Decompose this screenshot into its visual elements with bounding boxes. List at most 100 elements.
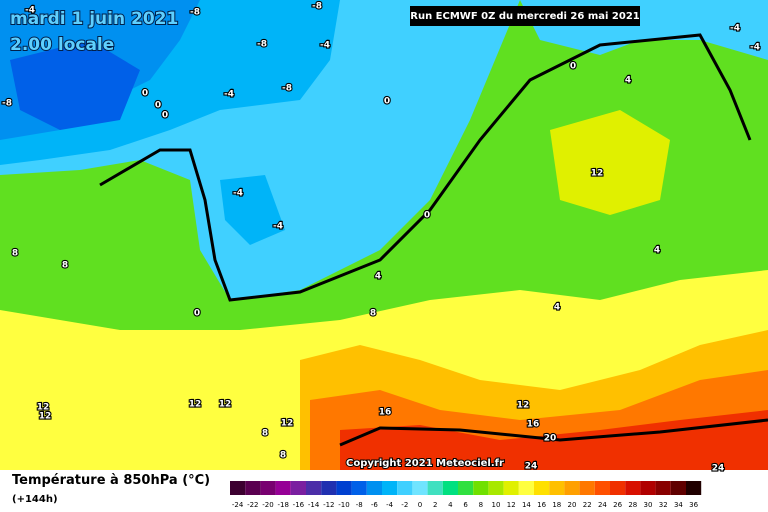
contour-label: 8 [12, 249, 18, 259]
contour-label: -8 [2, 99, 12, 109]
cold-area [220, 175, 285, 245]
legend-tick-label: -22 [247, 501, 258, 509]
legend-swatch [306, 481, 322, 495]
contour-label: 0 [142, 89, 148, 99]
contour-label: -8 [282, 84, 292, 94]
contour-label: 4 [625, 76, 631, 86]
legend-tick-label: 12 [507, 501, 516, 509]
legend-swatch [610, 481, 626, 495]
legend-swatch [473, 481, 489, 495]
run-info-box [410, 6, 640, 26]
contour-label: 12 [517, 401, 530, 411]
legend-tick-label: 22 [583, 501, 592, 509]
legend-swatch [686, 481, 702, 495]
contour-label: 8 [262, 429, 268, 439]
contour-label: 12 [39, 412, 52, 422]
contour-label: 0 [424, 211, 430, 221]
contour-label: 12 [37, 403, 50, 413]
legend-swatch [412, 481, 428, 495]
legend-tick-label: 18 [552, 501, 561, 509]
legend-swatch [321, 481, 337, 495]
contour-label: 4 [554, 303, 560, 313]
legend-tick-label: 20 [568, 501, 577, 509]
legend-swatch [488, 481, 504, 495]
legend-tick-label: 10 [492, 501, 501, 509]
legend-swatch [655, 481, 671, 495]
contour-label: 0 [162, 111, 168, 121]
legend-tick-label: 26 [613, 501, 622, 509]
isotherm [339, 418, 768, 447]
legend-swatch [670, 481, 686, 495]
legend-title: Température à 850hPa (°C) [12, 473, 210, 488]
contour-label: 12 [281, 419, 294, 429]
contour-label: 4 [654, 246, 660, 256]
isotherm [99, 33, 752, 302]
run-info: Run ECMWF 0Z du mercredi 26 mai 2021 [410, 11, 640, 22]
subtitle: 2.00 locale [10, 35, 114, 55]
legend-tick-label: 24 [598, 501, 607, 509]
contour-label: -8 [257, 40, 267, 50]
legend-tick-label: 0 [418, 501, 422, 509]
legend-swatch [290, 481, 306, 495]
contour-label: 16 [527, 420, 540, 430]
contour-label: -8 [190, 8, 200, 18]
lead-time: (+144h) [12, 494, 58, 505]
contour-label: 0 [384, 97, 390, 107]
legend-swatch [351, 481, 367, 495]
legend-swatch [230, 481, 246, 495]
legend-swatch [503, 481, 519, 495]
legend-tick-label: 4 [448, 501, 453, 509]
contour-label: 8 [280, 451, 286, 461]
legend-tick-label: 6 [463, 501, 468, 509]
legend-tick-label: 36 [689, 501, 698, 509]
legend-swatch [625, 481, 641, 495]
legend-swatch [260, 481, 276, 495]
legend-tick-label: -4 [386, 501, 394, 509]
contour-label: 20 [544, 434, 557, 444]
legend-swatch [594, 481, 610, 495]
contour-label: -4 [25, 6, 35, 16]
contour-label: 24 [525, 462, 538, 472]
legend-tick-label: -14 [308, 501, 320, 509]
contour-label: -8 [312, 2, 322, 12]
legend-swatch [382, 481, 398, 495]
legend-tick-label: -20 [262, 501, 273, 509]
legend-swatch [564, 481, 580, 495]
contour-label: 0 [194, 309, 200, 319]
contour-label: -4 [320, 41, 330, 51]
legend-tick-label: 2 [433, 501, 437, 509]
title: mardi 1 juin 2021 [10, 9, 178, 29]
contour-label: 8 [62, 261, 68, 271]
legend-swatch [458, 481, 474, 495]
contour-label: 8 [370, 309, 376, 319]
legend-swatch [427, 481, 443, 495]
contour-label: 24 [712, 464, 725, 474]
legend-swatch [366, 481, 382, 495]
contour-label: 12 [189, 400, 202, 410]
copyright: Copyright 2021 Meteociel.fr [346, 458, 504, 469]
legend-tick-label: -10 [338, 501, 349, 509]
legend-tick-label: 8 [479, 501, 483, 509]
contour-label: 0 [570, 62, 576, 72]
contour-label: 4 [375, 272, 381, 282]
legend-swatch [579, 481, 595, 495]
legend-tick-label: -24 [232, 501, 244, 509]
legend-swatch [640, 481, 656, 495]
contour-label: 16 [379, 408, 392, 418]
legend-tick-label: -8 [356, 501, 363, 509]
legend-tick-label: 28 [628, 501, 637, 509]
legend-swatch [549, 481, 565, 495]
contour-label: -4 [750, 43, 760, 53]
legend-swatch [518, 481, 534, 495]
legend-swatch [245, 481, 261, 495]
legend-tick-label: -2 [401, 501, 408, 509]
legend-swatch [397, 481, 413, 495]
legend-tick-label: 16 [537, 501, 546, 509]
contour-label: -4 [233, 189, 243, 199]
contour-label: 12 [591, 169, 604, 179]
legend-tick-label: 30 [644, 501, 653, 509]
legend-tick-label: -6 [371, 501, 379, 509]
contour-label: 0 [155, 101, 161, 111]
